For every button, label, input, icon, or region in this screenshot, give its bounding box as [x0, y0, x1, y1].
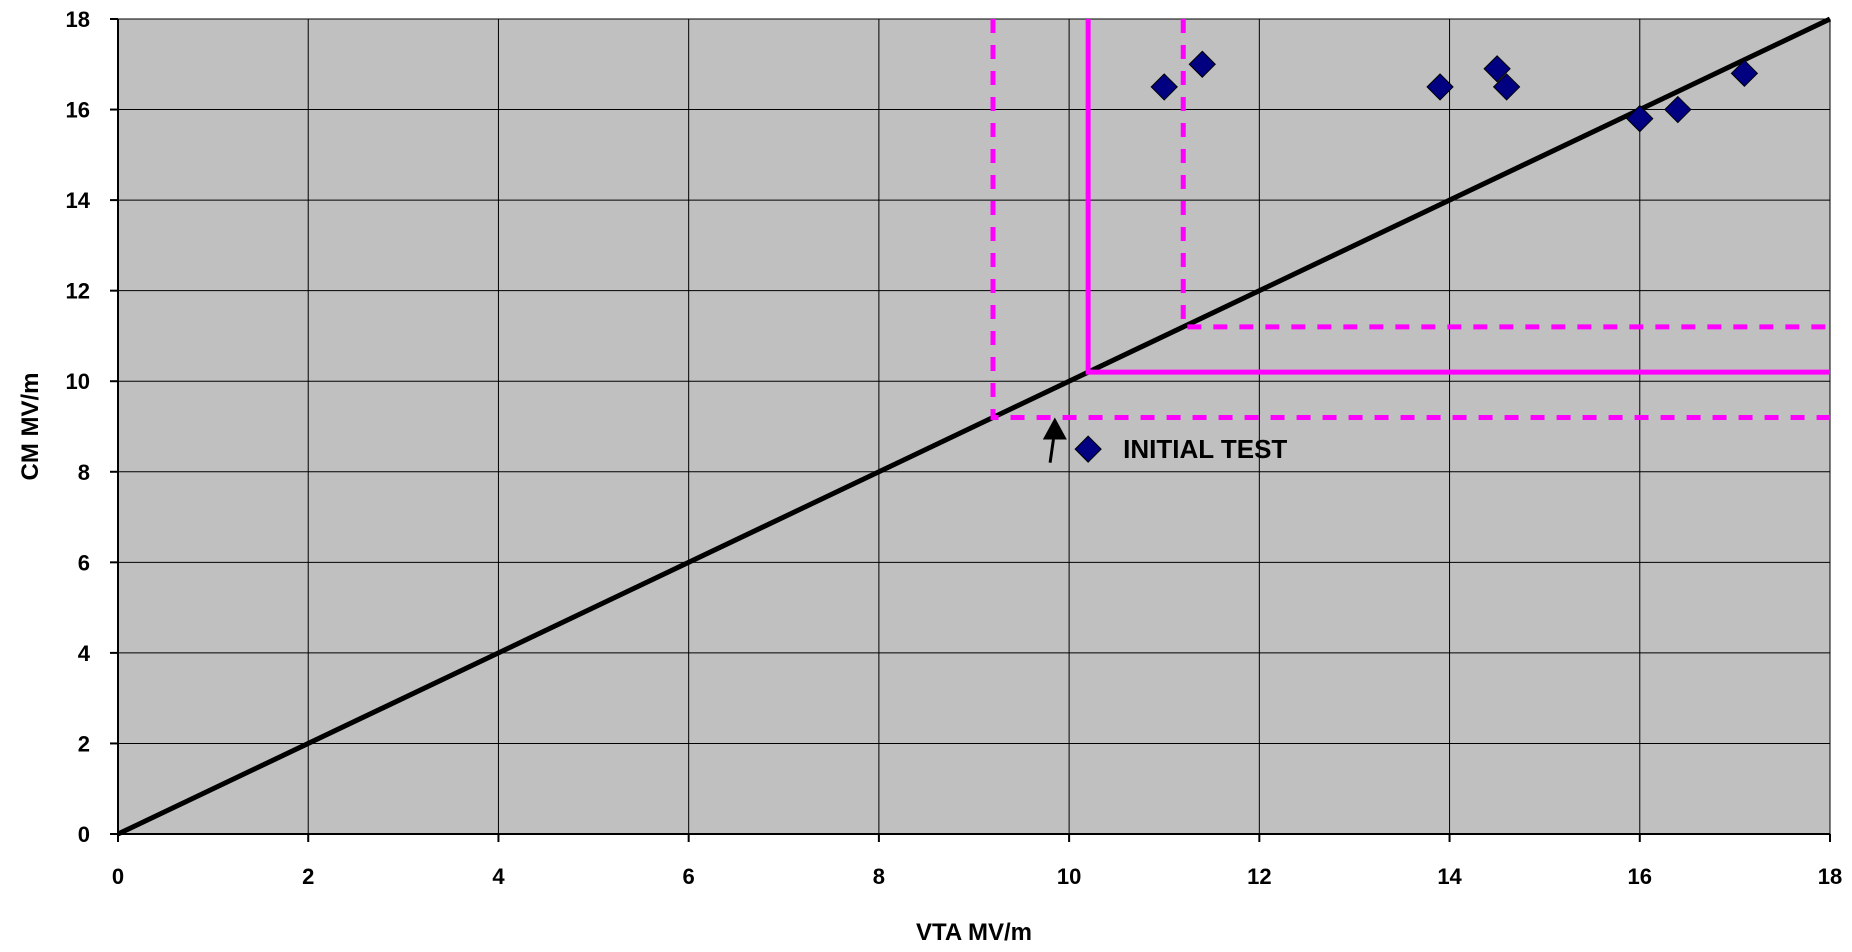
threshold-line: [1085, 19, 1830, 375]
y-tick-label: 8: [78, 460, 90, 485]
y-tick-label: 10: [66, 369, 90, 394]
data-point: [1150, 73, 1178, 101]
x-axis-tick-labels: 0 2 4 6 8 10 12 14 16 18: [112, 864, 1842, 889]
x-tick-label: 12: [1247, 864, 1271, 889]
annotation-label: INITIAL TEST: [1123, 434, 1287, 464]
annotation-arrowhead: [1042, 417, 1067, 440]
x-tick-label: 8: [873, 864, 885, 889]
x-tick-label: 14: [1437, 864, 1462, 889]
annotation-marker: [1074, 435, 1102, 463]
data-point: [1492, 73, 1521, 101]
data-point: [1626, 104, 1654, 133]
x-tick-label: 6: [683, 864, 695, 889]
x-tick-label: 10: [1057, 864, 1081, 889]
y-tick-label: 14: [66, 188, 91, 213]
x-tick-label: 0: [112, 864, 124, 889]
x-tick-label: 16: [1628, 864, 1652, 889]
x-tick-label: 2: [302, 864, 314, 889]
data-point: [1730, 59, 1759, 88]
y-tick-label: 12: [66, 279, 90, 304]
diagonal-reference-line: [116, 16, 1832, 837]
y-axis-tick-labels: 0 2 4 6 8 10 12 14 16 18: [66, 7, 91, 847]
x-tick-label: 4: [492, 864, 505, 889]
data-points: [1150, 50, 1759, 133]
x-tick-label: 18: [1818, 864, 1842, 889]
y-tick-label: 0: [78, 822, 90, 847]
y-tick-label: 6: [78, 550, 90, 575]
y-tick-label: 4: [78, 641, 91, 666]
y-axis-title: CM MV/m: [17, 373, 44, 481]
y-tick-label: 2: [78, 731, 90, 756]
data-point: [1483, 55, 1511, 83]
data-point: [1188, 50, 1216, 78]
reference-lines: [116, 16, 1832, 837]
tolerance-band-line: [1180, 19, 1830, 330]
data-point: [1664, 95, 1692, 124]
x-axis-title: VTA MV/m: [916, 919, 1032, 946]
y-tick-label: 18: [66, 7, 90, 32]
y-tick-label: 16: [66, 98, 90, 123]
data-point: [1426, 73, 1454, 101]
grid-lines: [110, 18, 1831, 842]
tolerance-band-line: [990, 19, 1830, 420]
annotations: INITIAL TEST: [1042, 417, 1287, 464]
